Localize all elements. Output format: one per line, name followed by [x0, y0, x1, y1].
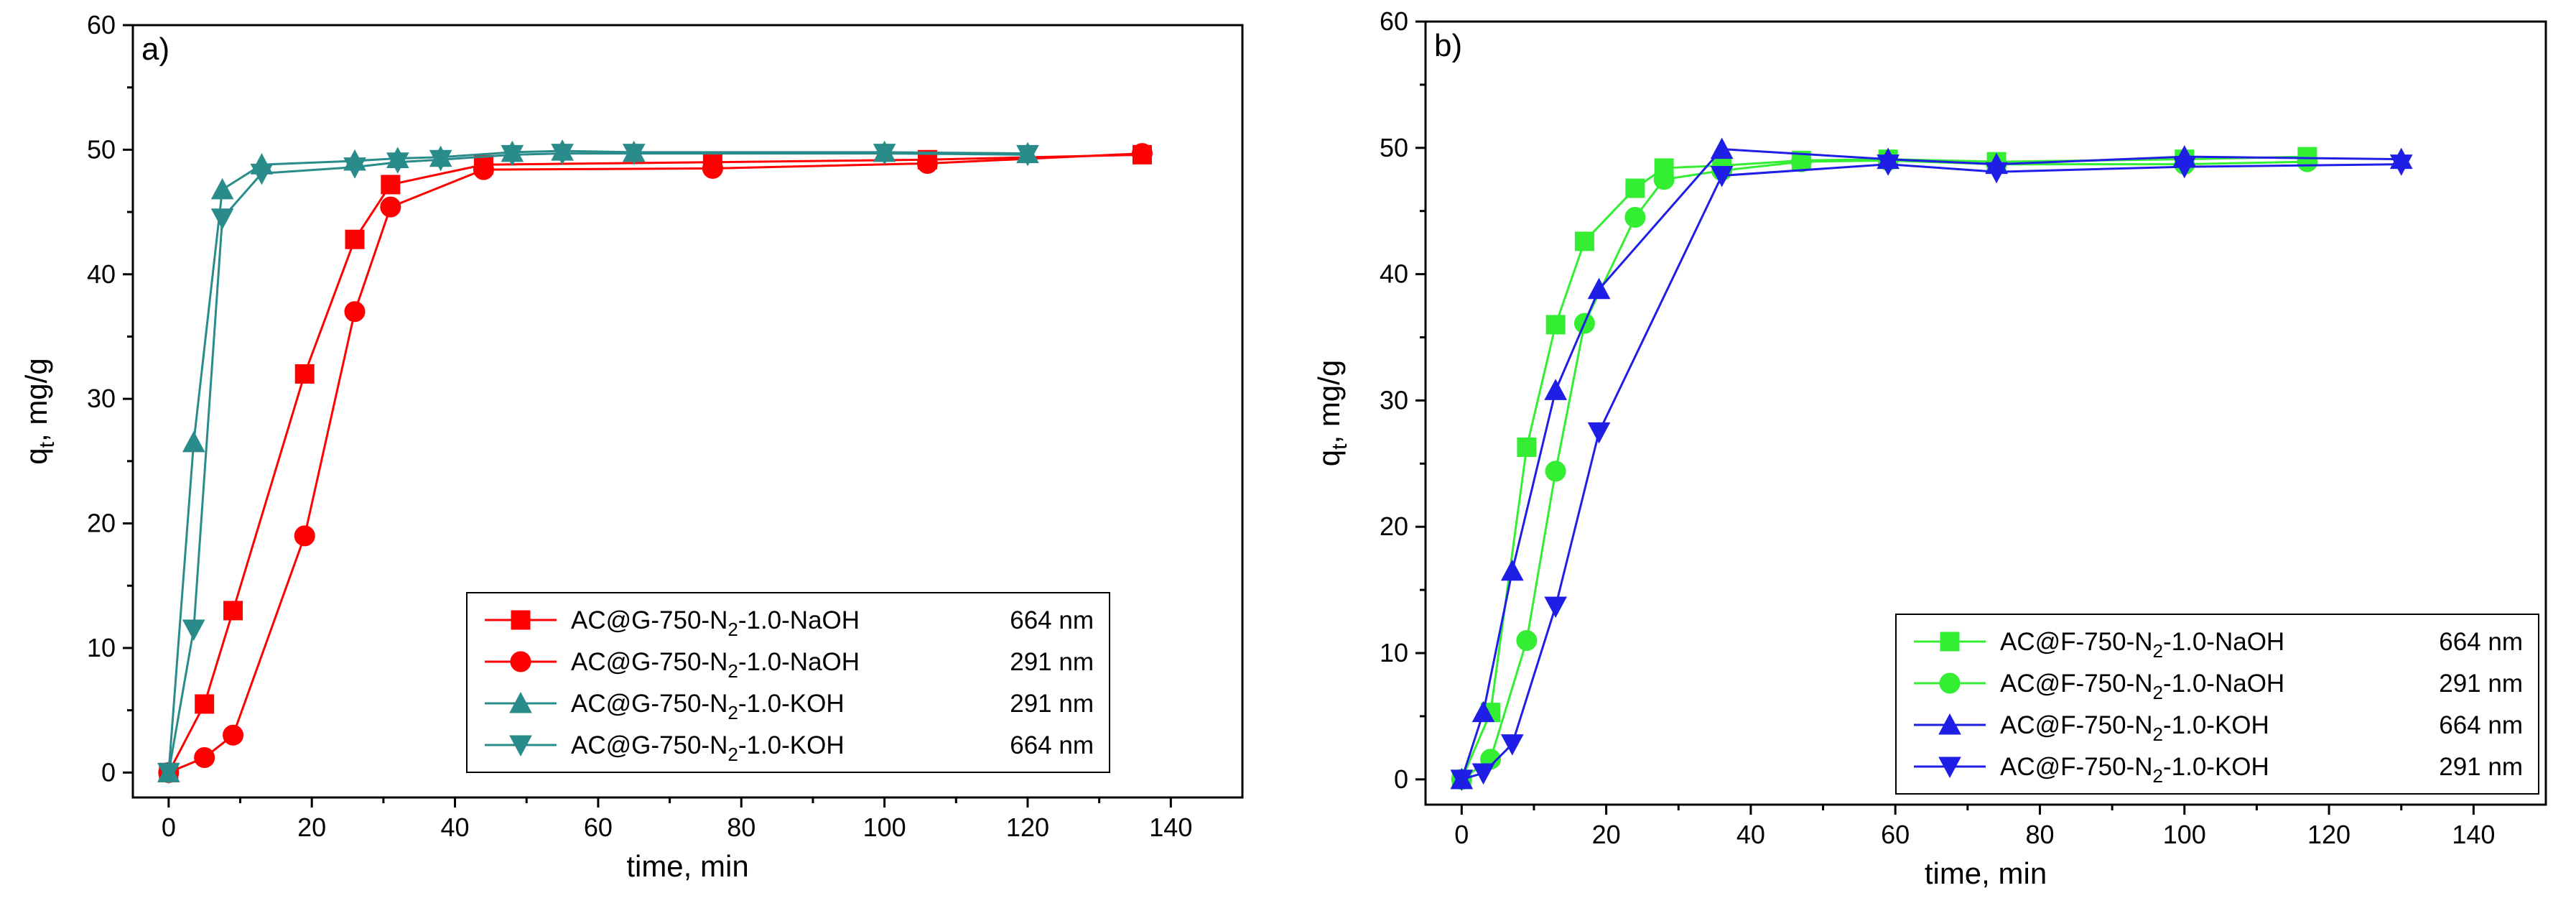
x-tick-label: 120	[2307, 820, 2351, 849]
data-point	[1711, 139, 1733, 159]
data-point	[2297, 152, 2317, 172]
data-point	[295, 364, 314, 383]
data-point	[1546, 315, 1565, 334]
y-tick-label: 60	[87, 10, 116, 40]
chart-panel-b: 0 20 40 60 80 100 120 140 0 10 20 30 40 50 60 time, min…	[1312, 6, 2546, 890]
data-point	[183, 432, 205, 452]
x-tick-label: 20	[297, 813, 326, 842]
x-tick-label: 100	[2163, 820, 2206, 849]
data-point	[195, 748, 215, 768]
data-point	[1545, 379, 1566, 399]
data-point	[1517, 630, 1537, 650]
y-tick-label: 40	[87, 259, 116, 289]
x-axis-label: time, min	[626, 849, 748, 883]
data-point	[294, 526, 315, 546]
legend-marker	[511, 652, 531, 672]
legend: AC@G-750-N2-1.0-NaOH 664 nmAC@G-750-N2-1.…	[467, 593, 1110, 772]
y-tick-label: 50	[87, 134, 116, 164]
y-tick-label: 20	[87, 509, 116, 538]
y-axis-label: qt, mg/g	[1312, 360, 1352, 466]
x-tick-label: 40	[1736, 820, 1765, 849]
figure-canvas: 0 20 40 60 80 100 120 1400102030405060time, min…	[0, 0, 2576, 916]
y-tick-label: 30	[87, 384, 116, 413]
data-point	[381, 175, 400, 194]
x-tick-label: 0	[1454, 820, 1469, 849]
data-point	[183, 620, 205, 640]
x-tick-label: 0	[162, 813, 176, 842]
data-point	[1589, 422, 1610, 443]
data-point	[212, 209, 233, 229]
legend-wavelength: 291 nm	[1010, 648, 1094, 676]
data-point	[1545, 461, 1566, 481]
legend-wavelength: 664 nm	[2439, 628, 2523, 656]
legend-wavelength: 664 nm	[2439, 711, 2523, 739]
y-tick-label: 50	[1380, 133, 1408, 162]
x-tick-label: 100	[863, 813, 906, 842]
data-point	[702, 158, 722, 178]
data-point	[917, 153, 937, 173]
panel-label: a)	[141, 32, 169, 67]
data-point	[212, 179, 233, 199]
data-point	[1473, 764, 1494, 784]
x-tick-label: 80	[727, 813, 755, 842]
x-tick-label: 60	[584, 813, 613, 842]
data-point	[1545, 597, 1566, 617]
data-point	[1502, 560, 1523, 580]
x-tick-label: 80	[2025, 820, 2054, 849]
data-point	[473, 159, 493, 180]
x-tick-label: 140	[1149, 813, 1192, 842]
x-tick-label: 40	[441, 813, 470, 842]
data-point	[1626, 179, 1645, 198]
legend-wavelength: 664 nm	[1010, 731, 1094, 759]
y-tick-label: 10	[1380, 638, 1408, 667]
y-tick-label: 30	[1380, 385, 1408, 415]
legend-wavelength: 291 nm	[2439, 753, 2523, 781]
x-tick-label: 120	[1006, 813, 1049, 842]
legend: AC@F-750-N2-1.0-NaOH 664 nmAC@F-750-N2-1.…	[1896, 614, 2539, 794]
y-tick-label: 0	[101, 757, 116, 787]
y-tick-label: 20	[1380, 512, 1408, 541]
data-point	[381, 197, 401, 217]
data-point	[195, 695, 214, 713]
chart-panel-a: 0 20 40 60 80 100 120 140 0 10 20 30 40 50 60 time, min…	[19, 10, 1242, 883]
data-point	[345, 230, 364, 249]
y-tick-label: 10	[87, 633, 116, 662]
legend-marker	[1940, 632, 1959, 651]
legend-wavelength: 291 nm	[2439, 670, 2523, 698]
data-point	[224, 601, 243, 620]
panel-label: b)	[1434, 28, 1462, 63]
data-point	[1517, 438, 1536, 456]
y-tick-label: 60	[1380, 6, 1408, 36]
y-tick-label: 0	[1394, 764, 1408, 794]
x-tick-label: 20	[1592, 820, 1621, 849]
legend-marker	[1940, 673, 1960, 693]
x-tick-label: 60	[1881, 820, 1910, 849]
y-axis-label: qt, mg/g	[19, 358, 59, 464]
data-point	[223, 725, 243, 745]
x-axis-label: time, min	[1925, 856, 2047, 890]
data-point	[1625, 208, 1645, 228]
data-point	[1132, 144, 1152, 164]
x-tick-label: 140	[2452, 820, 2495, 849]
data-point	[1575, 232, 1594, 251]
data-point	[1654, 170, 1674, 190]
legend-marker	[511, 611, 530, 629]
data-point	[345, 302, 365, 322]
y-tick-label: 40	[1380, 259, 1408, 289]
legend-wavelength: 291 nm	[1010, 690, 1094, 718]
legend-wavelength: 664 nm	[1010, 606, 1094, 634]
